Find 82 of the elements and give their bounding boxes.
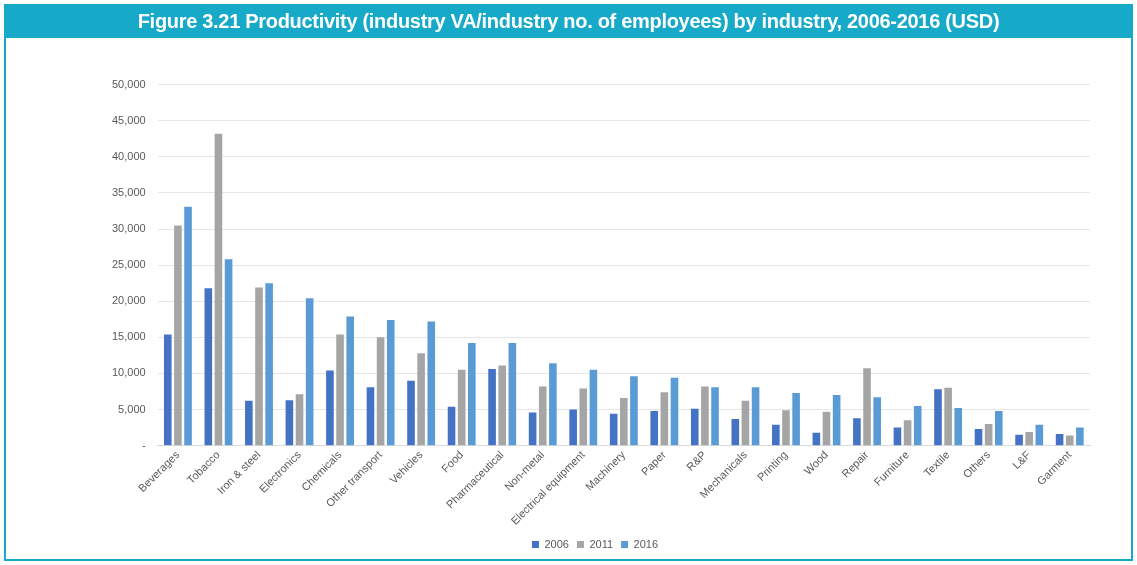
y-tick-label: 30,000 bbox=[111, 222, 146, 235]
bar bbox=[1025, 431, 1033, 446]
bar bbox=[1055, 434, 1064, 446]
bar bbox=[701, 386, 709, 446]
y-tick-label: - bbox=[141, 438, 146, 451]
y-tick-label: 50,000 bbox=[111, 77, 146, 90]
bar bbox=[741, 400, 750, 446]
bar bbox=[863, 368, 871, 446]
bar bbox=[913, 405, 922, 446]
bar bbox=[386, 319, 395, 446]
bar bbox=[346, 316, 354, 446]
bar bbox=[984, 423, 993, 446]
bar bbox=[407, 380, 415, 446]
bar bbox=[447, 406, 456, 446]
bar bbox=[508, 343, 517, 446]
bar bbox=[650, 410, 659, 446]
bar bbox=[1076, 427, 1084, 446]
bar bbox=[822, 411, 831, 446]
bar bbox=[711, 387, 719, 446]
bar bbox=[366, 387, 375, 446]
bar bbox=[427, 321, 436, 446]
bar bbox=[873, 397, 881, 446]
bar bbox=[417, 353, 425, 446]
bar bbox=[528, 412, 537, 446]
bar bbox=[832, 395, 841, 446]
y-tick-label: 40,000 bbox=[111, 149, 146, 162]
bar bbox=[549, 363, 557, 446]
y-tick-label: 5,000 bbox=[118, 402, 146, 415]
bar bbox=[336, 334, 344, 446]
bar bbox=[1015, 434, 1023, 446]
bar bbox=[903, 420, 912, 446]
bar bbox=[670, 377, 679, 446]
bar bbox=[376, 337, 385, 446]
bar bbox=[457, 369, 466, 446]
bar bbox=[782, 410, 790, 446]
y-tick-label: 15,000 bbox=[111, 330, 146, 343]
bar bbox=[974, 429, 983, 446]
bar bbox=[305, 298, 314, 446]
y-tick-label: 35,000 bbox=[111, 185, 146, 198]
y-tick-label: 25,000 bbox=[111, 258, 146, 271]
bar bbox=[772, 424, 780, 446]
bar bbox=[944, 387, 952, 446]
bar bbox=[224, 259, 233, 446]
bar bbox=[214, 133, 223, 446]
bar bbox=[265, 283, 273, 446]
bar bbox=[498, 365, 507, 446]
bar bbox=[285, 400, 294, 446]
bar bbox=[751, 387, 760, 446]
bar bbox=[1035, 424, 1044, 446]
y-tick-label: 10,000 bbox=[111, 366, 146, 379]
bar bbox=[792, 392, 800, 446]
bar bbox=[174, 225, 182, 446]
bar bbox=[184, 206, 192, 446]
bar bbox=[295, 394, 304, 446]
bar bbox=[569, 409, 577, 446]
legend-label: 2006 bbox=[544, 537, 569, 550]
bar bbox=[488, 369, 496, 446]
bar bbox=[204, 288, 213, 446]
bar bbox=[589, 369, 598, 446]
bar bbox=[690, 408, 699, 446]
bar bbox=[954, 408, 963, 446]
y-tick-label: 20,000 bbox=[111, 294, 146, 307]
bar bbox=[620, 397, 628, 446]
legend-label: 2011 bbox=[589, 537, 614, 550]
y-tick-label: 45,000 bbox=[111, 113, 146, 126]
bar bbox=[660, 392, 669, 446]
bar bbox=[934, 389, 942, 446]
bar bbox=[255, 287, 263, 446]
bar bbox=[1065, 435, 1074, 446]
legend-label: 2016 bbox=[633, 537, 659, 550]
bar bbox=[994, 410, 1003, 446]
bar bbox=[579, 388, 588, 446]
chart-title: Figure 3.21 Productivity (industry VA/industry no. of employees) by industry, 2006-2016 (USD) bbox=[6, 4, 1131, 38]
bar bbox=[326, 370, 334, 446]
bar bbox=[538, 386, 547, 446]
bar bbox=[853, 418, 861, 446]
bar bbox=[163, 334, 172, 446]
bar bbox=[731, 418, 740, 446]
bar bbox=[468, 343, 476, 446]
bar bbox=[609, 413, 618, 446]
bar bbox=[245, 400, 253, 446]
bar bbox=[630, 376, 638, 446]
